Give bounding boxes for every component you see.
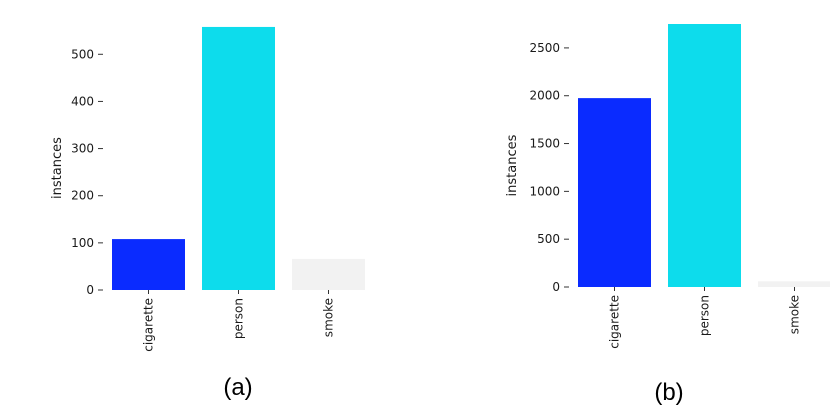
x-tick-label: smoke: [322, 298, 336, 337]
x-tick-label: cigarette: [608, 295, 622, 349]
x-tick-label: cigarette: [142, 298, 156, 352]
bar-cigarette: [112, 239, 185, 290]
bar-person: [668, 24, 741, 287]
y-tick-label: 500: [537, 232, 560, 246]
panel-caption: (a): [223, 374, 252, 401]
y-tick-label: 0: [552, 280, 560, 294]
x-tick-label: person: [232, 298, 246, 339]
y-tick-label: 2500: [529, 41, 560, 55]
y-tick-label: 400: [71, 94, 94, 108]
y-tick-label: 2000: [529, 89, 560, 103]
y-axis-label: instances: [50, 137, 65, 199]
bar-smoke: [758, 281, 830, 287]
y-tick-label: 1500: [529, 137, 560, 151]
y-tick-label: 0: [86, 283, 94, 297]
bar-person: [202, 26, 275, 290]
y-tick-label: 1000: [529, 184, 560, 198]
chart-panel-1: 0 100 200 300 400 500 instances cigarette person…: [50, 26, 365, 401]
y-tick-label: 500: [71, 47, 94, 61]
y-tick-label: 200: [71, 189, 94, 203]
bar-smoke: [292, 258, 365, 290]
y-axis-label: instances: [505, 134, 520, 196]
x-tick-label: person: [698, 295, 712, 336]
chart-panel-2: 0 500 1000 1500 2000 2500 instances cigarette pe…: [505, 24, 830, 406]
y-tick-label: 100: [71, 236, 94, 250]
y-tick-label: 300: [71, 142, 94, 156]
x-tick-label: smoke: [788, 295, 802, 334]
panel-caption: (b): [654, 379, 683, 406]
bar-cigarette: [578, 98, 651, 287]
